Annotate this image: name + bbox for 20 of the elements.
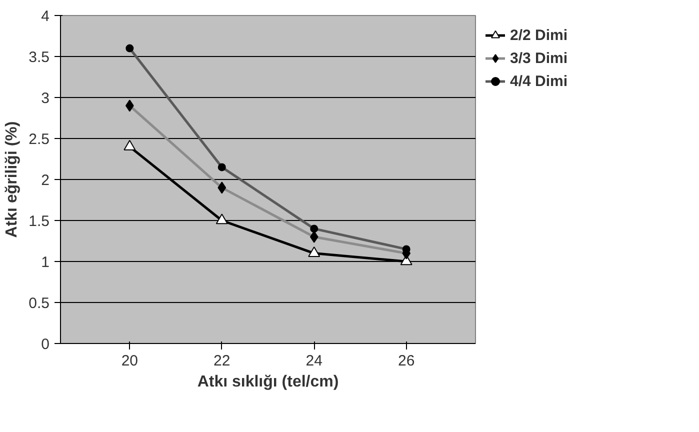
x-tick-label: 26: [398, 352, 415, 370]
x-tick-label: 24: [306, 352, 322, 370]
legend-label: 2/2 Dimi: [510, 26, 568, 44]
y-tick-label: 0.5: [28, 295, 50, 312]
x-axis-title: Atkı sıklığı (tel/cm): [197, 374, 339, 390]
y-tick-label: 3.5: [28, 49, 50, 66]
legend-label: 3/3 Dimi: [510, 50, 568, 66]
y-tick-label: 1: [41, 254, 50, 271]
point: [308, 246, 320, 257]
y-axis-title: Atkı eğriliği (%): [4, 121, 21, 238]
y-tick-label: 1.5: [28, 213, 50, 230]
y-tick-label: 2.5: [28, 131, 50, 148]
x-tick-label: 22: [214, 352, 230, 370]
y-tick-label: 4: [41, 8, 50, 25]
y-tick-label: 0: [41, 336, 50, 353]
point: [216, 214, 228, 224]
x-tick-label: 20: [121, 352, 138, 370]
y-tick-label: 2: [41, 172, 50, 189]
legend-label: 4/4 Dimi: [510, 72, 568, 90]
y-tick-label: 3: [41, 90, 50, 107]
